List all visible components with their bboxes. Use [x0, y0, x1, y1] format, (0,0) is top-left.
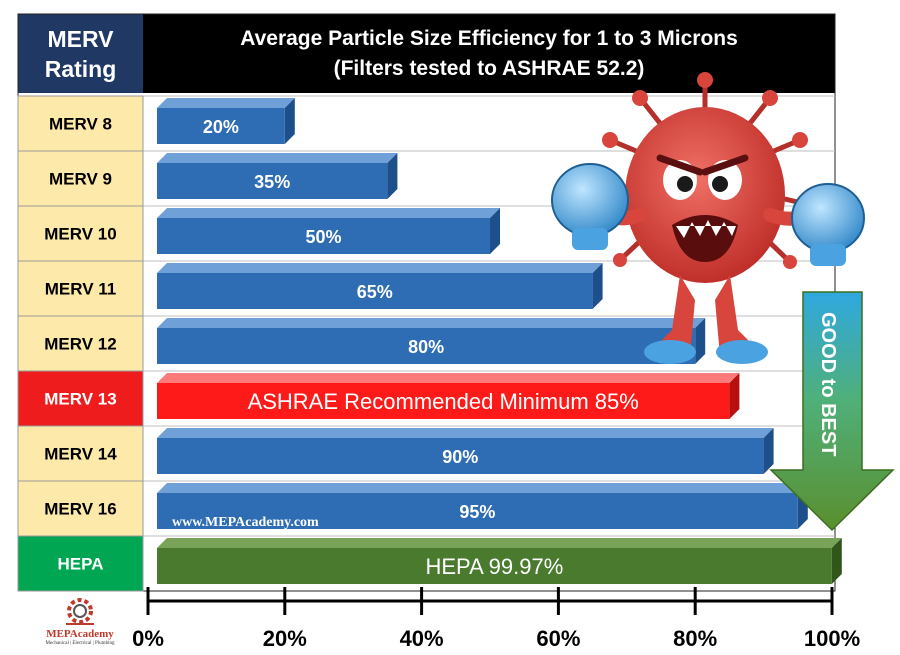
bar-top-face	[157, 98, 295, 108]
rating-label: MERV 10	[44, 225, 116, 244]
bar-value-label: 65%	[357, 282, 393, 302]
good-to-best-arrow	[769, 291, 895, 532]
rating-label-cell	[17, 480, 144, 537]
bar-top-face	[157, 208, 500, 218]
rating-label: MERV 8	[49, 115, 112, 134]
bar-side-face	[592, 263, 603, 309]
rating-label-cell	[17, 370, 144, 427]
merv-rating-header: MERV Rating	[18, 14, 143, 93]
bar	[157, 108, 285, 144]
x-tick-label: 80%	[673, 626, 717, 651]
bar-side-face	[831, 538, 842, 584]
rating-label-cell	[17, 205, 144, 262]
bar-side-face	[387, 153, 398, 199]
logo-name: MEPAcademy	[46, 628, 114, 640]
bar-side-face	[695, 318, 706, 364]
bar	[157, 328, 696, 364]
bar-side-face	[763, 428, 774, 474]
mepacademy-logo-icon	[66, 598, 94, 625]
bar-value-label: 90%	[442, 447, 478, 467]
bar-value-label: 50%	[305, 227, 341, 247]
bar-top-face	[157, 373, 740, 383]
bar-value-label: HEPA 99.97%	[425, 554, 563, 579]
bar-top-face	[157, 538, 842, 548]
bar	[157, 163, 388, 199]
chart-subtitle: (Filters tested to ASHRAE 52.2)	[333, 56, 645, 80]
arrow-label: GOOD to BEST	[817, 312, 839, 456]
bar	[157, 383, 730, 419]
bar-side-face	[729, 373, 740, 419]
rating-label: MERV 11	[45, 280, 117, 299]
watermark-text: www.MEPAcademy.com	[172, 515, 319, 530]
logo-tagline: Mechanical | Electrical | Plumbing	[45, 641, 115, 646]
bar	[157, 493, 798, 529]
chart-title-line1: Average Particle Size Efficiency for 1 t…	[240, 26, 738, 50]
rating-label: MERV 13	[44, 390, 116, 409]
bar-value-label: 80%	[408, 337, 444, 357]
bar	[157, 438, 764, 474]
rating-label: HEPA	[58, 555, 104, 574]
bar-top-face	[157, 428, 774, 438]
merv-header-line1: MERV	[47, 25, 114, 52]
rating-label: MERV 9	[49, 170, 112, 189]
rating-label: MERV 14	[44, 445, 117, 464]
x-tick-label: 60%	[536, 626, 580, 651]
bar-value-label: ASHRAE Recommended Minimum 85%	[248, 389, 639, 414]
bar-side-face	[284, 98, 295, 144]
rating-label-cell	[17, 425, 144, 482]
rating-label: MERV 12	[44, 335, 116, 354]
rating-label: MERV 16	[44, 500, 116, 519]
bar-top-face	[157, 483, 808, 493]
rating-label-cell	[17, 535, 144, 592]
x-tick-label: 20%	[263, 626, 307, 651]
x-tick-label: 0%	[132, 626, 164, 651]
x-tick-label: 100%	[804, 626, 860, 651]
bar-value-label: 20%	[203, 117, 239, 137]
bar	[157, 273, 593, 309]
bar	[157, 218, 490, 254]
x-tick-label: 40%	[400, 626, 444, 651]
bar	[157, 548, 832, 584]
bar-side-face	[490, 208, 500, 254]
bar-top-face	[157, 318, 706, 328]
merv-header-line2: Rating	[44, 55, 117, 82]
virus-mascot-icon	[551, 72, 865, 364]
bar-top-face	[157, 263, 603, 273]
chart-title: Average Particle Size Efficiency for 1 t…	[143, 14, 835, 93]
rating-label-cell	[17, 315, 144, 372]
bar-value-label: 95%	[459, 502, 495, 522]
bar-value-label: 35%	[254, 172, 290, 192]
mepacademy-logo: MEPAcademy Mechanical | Electrical | Plu…	[40, 598, 140, 652]
bar-top-face	[157, 153, 398, 163]
rating-label-cell	[17, 150, 144, 207]
